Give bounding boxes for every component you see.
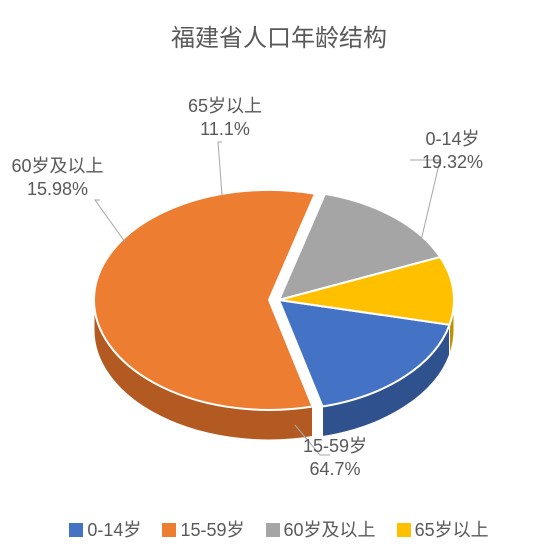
- slice-label-1: 15-59岁 64.7%: [285, 435, 385, 482]
- slice-label-2: 60岁及以上 15.98%: [10, 155, 105, 202]
- legend-swatch-2: [266, 523, 280, 537]
- legend-swatch-3: [397, 523, 411, 537]
- leader-line-2: [95, 200, 125, 242]
- slice-label-3: 65岁以上 11.1%: [175, 95, 275, 142]
- legend-item-2: 60岁及以上: [266, 516, 376, 542]
- slice-label-0: 0-14岁 19.32%: [405, 128, 500, 175]
- legend-item-0: 0-14岁: [69, 516, 141, 542]
- chart-title: 福建省人口年龄结构: [0, 0, 558, 53]
- legend-item-1: 15-59岁: [162, 516, 244, 542]
- legend-item-3: 65岁以上: [397, 516, 489, 542]
- legend: 0-14岁 15-59岁 60岁及以上 65岁以上: [0, 516, 558, 542]
- legend-swatch-1: [162, 523, 176, 537]
- pie-chart: 0-14岁 19.32% 15-59岁 64.7% 60岁及以上 15.98% …: [0, 60, 558, 480]
- pie-svg: [0, 60, 558, 480]
- legend-swatch-0: [69, 523, 83, 537]
- leader-line-3: [218, 142, 222, 195]
